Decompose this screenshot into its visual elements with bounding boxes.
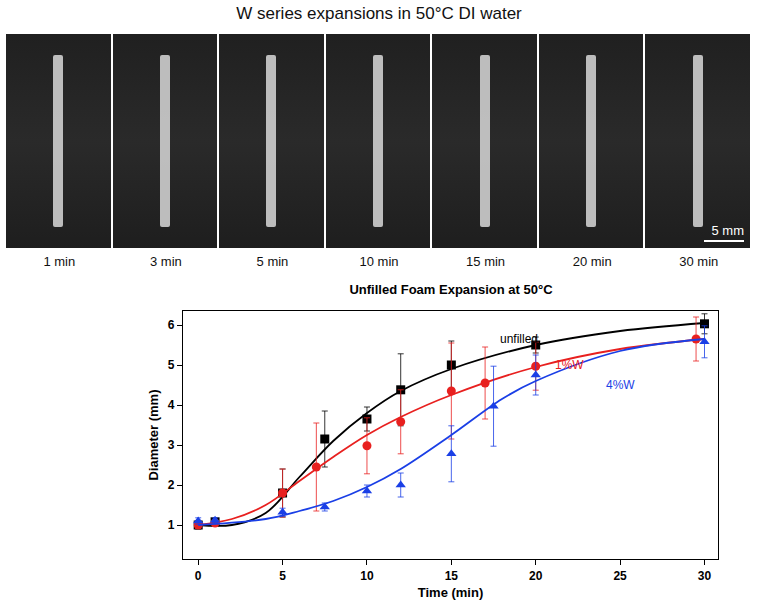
svg-text:0: 0 — [195, 569, 202, 583]
svg-text:15: 15 — [445, 569, 459, 583]
svg-text:20: 20 — [529, 569, 543, 583]
html-text:15 min: 15 min — [466, 254, 506, 269]
svg-text:4: 4 — [168, 398, 175, 412]
svg-text:1%W: 1%W — [555, 358, 584, 372]
svg-text:5: 5 — [279, 569, 286, 583]
html-text:30 min: 30 min — [679, 254, 719, 269]
svg-text:1: 1 — [168, 518, 175, 532]
html-text:10 min: 10 min — [359, 254, 399, 269]
svg-text:Diameter (mm): Diameter (mm) — [146, 389, 161, 480]
html-text:5 mm: 5 mm — [711, 223, 744, 238]
svg-text:Unfilled Foam Expansion at 50°: Unfilled Foam Expansion at 50°C — [349, 282, 553, 297]
html-text:20 min: 20 min — [572, 254, 612, 269]
html-text:1 min: 1 min — [43, 254, 76, 269]
html-text:5 min: 5 min — [256, 254, 289, 269]
svg-text:25: 25 — [613, 569, 627, 583]
svg-text:2: 2 — [168, 478, 175, 492]
html-text:W series expansions in 50°C DI: W series expansions in 50°C DI water — [236, 4, 522, 23]
svg-text:Time (min): Time (min) — [418, 585, 484, 600]
svg-text:6: 6 — [168, 318, 175, 332]
svg-text:unfilled: unfilled — [500, 332, 538, 346]
svg-text:30: 30 — [698, 569, 712, 583]
html-text:3 min: 3 min — [150, 254, 182, 269]
svg-text:10: 10 — [360, 569, 374, 583]
svg-text:4%W: 4%W — [606, 378, 635, 392]
svg-text:3: 3 — [168, 438, 175, 452]
svg-text:5: 5 — [168, 358, 175, 372]
